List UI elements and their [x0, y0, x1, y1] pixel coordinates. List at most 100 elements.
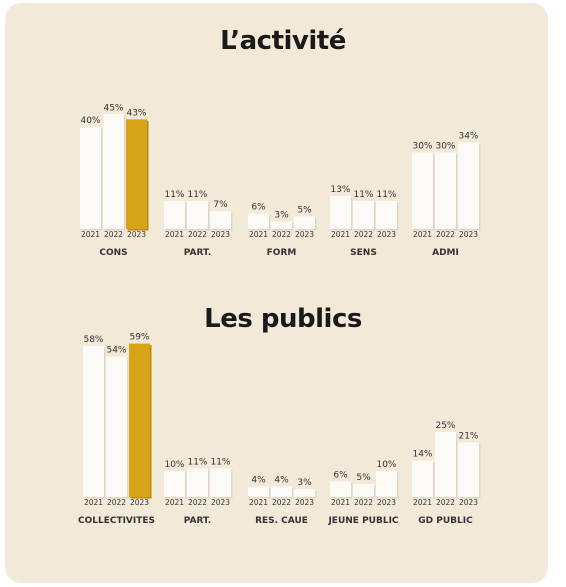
year-tick-label: 2021 — [413, 230, 432, 239]
data-label: 59% — [129, 333, 149, 343]
bar — [458, 442, 479, 497]
bar — [353, 484, 374, 497]
bar — [294, 489, 315, 497]
year-tick-label: 2023 — [127, 230, 146, 239]
year-tick-label: 2023 — [211, 230, 230, 239]
data-label: 11% — [187, 190, 207, 200]
data-label: 43% — [126, 108, 146, 118]
data-label: 11% — [376, 190, 396, 200]
year-tick-label: 2022 — [272, 230, 291, 239]
year-tick-label: 2021 — [331, 230, 350, 239]
bar — [129, 343, 150, 497]
data-label: 3% — [297, 478, 312, 488]
year-tick-label: 2021 — [249, 498, 268, 507]
year-tick-label: 2021 — [81, 230, 100, 239]
bar — [271, 221, 292, 229]
data-label: 11% — [210, 457, 230, 467]
year-tick-label: 2023 — [295, 498, 314, 507]
bar — [103, 114, 124, 229]
year-tick-label: 2023 — [459, 498, 478, 507]
data-label: 7% — [213, 200, 228, 210]
chart-title-activity: L’activité — [220, 26, 346, 56]
bar — [164, 471, 185, 497]
bar — [435, 432, 456, 497]
data-label: 4% — [274, 476, 289, 486]
data-label: 11% — [187, 457, 207, 467]
data-label: 6% — [251, 203, 266, 213]
category-label: ADMI — [432, 248, 459, 258]
category-label: RES. CAUE — [255, 516, 308, 526]
data-label: 10% — [376, 460, 396, 470]
year-tick-label: 2023 — [459, 230, 478, 239]
category-label: FORM — [267, 248, 297, 258]
bar — [164, 200, 185, 229]
data-label: 40% — [80, 116, 100, 126]
data-label: 6% — [333, 470, 348, 480]
year-tick-label: 2022 — [436, 230, 455, 239]
data-label: 10% — [164, 460, 184, 470]
bar — [248, 213, 269, 229]
category-label: PART. — [184, 516, 211, 526]
data-label: 54% — [106, 346, 126, 356]
data-label: 58% — [83, 335, 103, 345]
data-label: 45% — [103, 103, 123, 113]
year-tick-label: 2021 — [165, 230, 184, 239]
data-label: 5% — [297, 205, 312, 215]
data-label: 11% — [164, 190, 184, 200]
bar — [412, 152, 433, 229]
year-tick-label: 2021 — [331, 498, 350, 507]
bar — [106, 356, 127, 497]
data-label: 21% — [458, 431, 478, 441]
year-tick-label: 2023 — [211, 498, 230, 507]
bar — [294, 216, 315, 229]
bar — [271, 486, 292, 497]
bar — [187, 468, 208, 497]
data-label: 3% — [274, 210, 289, 220]
data-label: 4% — [251, 476, 266, 486]
category-label: COLLECTIVITES — [78, 516, 155, 526]
year-tick-label: 2022 — [104, 230, 123, 239]
bar — [83, 346, 104, 497]
year-tick-label: 2022 — [188, 498, 207, 507]
bar — [330, 481, 351, 497]
bar — [80, 127, 101, 229]
bar — [187, 200, 208, 229]
category-label: GD PUBLIC — [418, 516, 473, 526]
bar — [210, 211, 231, 229]
data-label: 11% — [353, 190, 373, 200]
category-label: CONS — [99, 248, 127, 258]
bar — [376, 200, 397, 229]
bar — [376, 471, 397, 497]
year-tick-label: 2021 — [165, 498, 184, 507]
chart-title-publics: Les publics — [204, 304, 362, 334]
data-label: 34% — [458, 131, 478, 141]
year-tick-label: 2022 — [354, 498, 373, 507]
bar — [458, 142, 479, 229]
year-tick-label: 2021 — [249, 230, 268, 239]
year-tick-label: 2021 — [413, 498, 432, 507]
year-tick-label: 2022 — [107, 498, 126, 507]
bar — [210, 468, 231, 497]
bar — [126, 119, 147, 229]
bar — [248, 486, 269, 497]
year-tick-label: 2022 — [354, 230, 373, 239]
category-label: JEUNE PUBLIC — [327, 516, 398, 526]
category-label: SENS — [350, 248, 377, 258]
data-label: 30% — [412, 142, 432, 152]
data-label: 30% — [435, 142, 455, 152]
year-tick-label: 2022 — [188, 230, 207, 239]
data-label: 5% — [356, 473, 371, 483]
bar — [330, 195, 351, 229]
bar — [412, 460, 433, 497]
data-label: 25% — [435, 421, 455, 431]
bar — [435, 152, 456, 229]
year-tick-label: 2021 — [84, 498, 103, 507]
year-tick-label: 2022 — [436, 498, 455, 507]
year-tick-label: 2023 — [377, 498, 396, 507]
year-tick-label: 2022 — [272, 498, 291, 507]
data-label: 14% — [412, 450, 432, 460]
year-tick-label: 2023 — [130, 498, 149, 507]
year-tick-label: 2023 — [377, 230, 396, 239]
data-label: 13% — [330, 185, 350, 195]
